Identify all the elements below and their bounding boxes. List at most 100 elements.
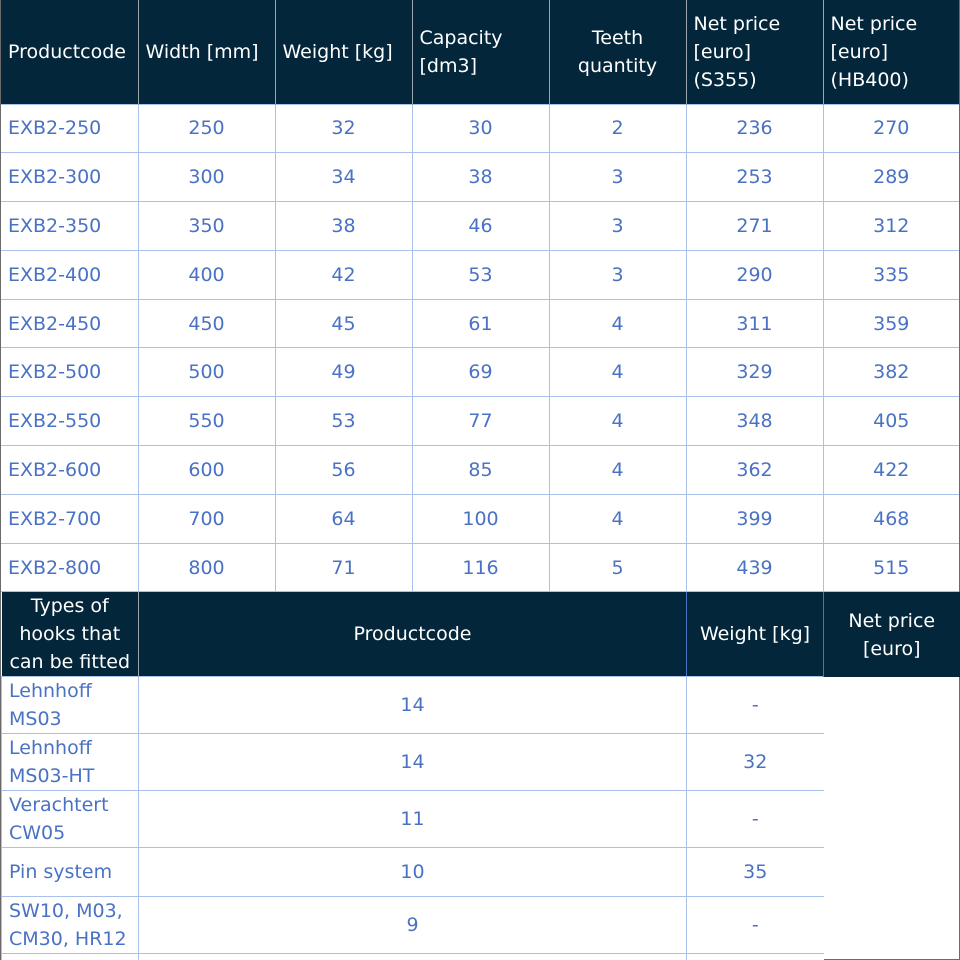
cell-net-price-s355: 311 (685, 298, 824, 349)
buckets-header-row: Productcode Width [mm] Weight [kg] Capac… (1, 0, 959, 104)
cell-productcode: EXB2-450 (1, 298, 139, 349)
cell-capacity: 100 (411, 493, 550, 544)
cell-weight: 38 (274, 201, 413, 251)
table-row: Without attachment--70 (1, 953, 960, 960)
table-row: EXB2-500 500 49 69 4 329 382 (1, 347, 959, 398)
cell-net-price-hb400: 422 (822, 445, 959, 495)
cell-teeth-quantity: 4 (548, 347, 687, 398)
cell-hook-productcode: Lehnhoff MS03-HT (1, 733, 139, 792)
table-row: SW10, M03, CM30, HR12 9- (1, 896, 960, 955)
table-row: Lehnhoff MS03 14- (1, 676, 960, 735)
cell-weight: 56 (274, 445, 413, 495)
table-row: Lehnhoff MS03-HT 14 32 (1, 733, 960, 792)
cell-net-price-hb400: 405 (822, 396, 959, 447)
cell-teeth-quantity: 5 (548, 542, 687, 593)
cell-net-price-s355: 348 (685, 396, 824, 447)
cell-hook-productcode: Pin system (1, 847, 139, 898)
cell-width: 250 (137, 103, 276, 154)
hooks-header-net-price: Net price [euro] (823, 592, 960, 677)
cell-net-price-hb400: 312 (822, 201, 959, 251)
table-row: EXB2-250 250 32 30 2 236 270 (1, 103, 959, 154)
header-width: Width [mm] (137, 0, 275, 104)
cell-productcode: EXB2-700 (1, 493, 139, 544)
cell-net-price-s355: 236 (685, 103, 824, 154)
cell-width: 550 (137, 396, 276, 447)
hooks-header-row: Types of hooks that can be fitted Produc… (1, 592, 960, 678)
cell-net-price-hb400: 289 (822, 152, 959, 203)
cell-weight: 71 (274, 542, 413, 593)
cell-net-price-hb400: 359 (822, 298, 959, 349)
cell-width: 350 (137, 201, 276, 251)
cell-capacity: 85 (411, 445, 550, 495)
header-weight: Weight [kg] (274, 0, 412, 104)
cell-productcode: EXB2-550 (1, 396, 139, 447)
cell-hook-weight: - (138, 953, 687, 960)
cell-weight: 53 (274, 396, 413, 447)
table-row: EXB2-400 400 42 53 3 290 335 (1, 249, 959, 300)
table-row: EXB2-600 600 56 85 4 362 422 (1, 445, 959, 495)
cell-hook-weight: 14 (138, 676, 687, 735)
cell-hook-net-price: -70 (686, 953, 824, 960)
cell-width: 400 (137, 249, 276, 300)
cell-hook-net-price: 32 (686, 733, 824, 792)
cell-net-price-s355: 271 (685, 201, 824, 251)
cell-net-price-hb400: 382 (822, 347, 959, 398)
cell-net-price-s355: 439 (685, 542, 824, 593)
cell-teeth-quantity: 4 (548, 493, 687, 544)
table-row: Verachtert CW05 11- (1, 790, 960, 849)
cell-weight: 45 (274, 298, 413, 349)
cell-teeth-quantity: 3 (548, 152, 687, 203)
cell-width: 700 (137, 493, 276, 544)
cell-hook-weight: 9 (138, 896, 687, 955)
cell-net-price-s355: 290 (685, 249, 824, 300)
cell-width: 500 (137, 347, 276, 398)
table-row: EXB2-300 300 34 38 3 253 289 (1, 152, 959, 203)
table-row: EXB2-700 700 64 100 4 399 468 (1, 493, 959, 544)
cell-teeth-quantity: 3 (548, 249, 687, 300)
cell-net-price-hb400: 270 (822, 103, 959, 154)
cell-teeth-quantity: 4 (548, 298, 687, 349)
cell-weight: 42 (274, 249, 413, 300)
cell-teeth-quantity: 4 (548, 445, 687, 495)
cell-capacity: 46 (411, 201, 550, 251)
table-row: EXB2-800 800 71 116 5 439 515 (1, 542, 959, 593)
cell-productcode: EXB2-300 (1, 152, 139, 203)
cell-net-price-hb400: 335 (822, 249, 959, 300)
cell-capacity: 53 (411, 249, 550, 300)
hooks-header-productcode: Productcode (138, 592, 687, 678)
cell-teeth-quantity: 4 (548, 396, 687, 447)
cell-capacity: 116 (411, 542, 550, 593)
hooks-header-weight: Weight [kg] (686, 592, 824, 677)
cell-capacity: 61 (411, 298, 550, 349)
cell-net-price-s355: 399 (685, 493, 824, 544)
cell-hook-productcode: SW10, M03, CM30, HR12 (1, 896, 139, 955)
cell-hook-weight: 10 (138, 847, 687, 898)
cell-net-price-s355: 362 (685, 445, 824, 495)
cell-net-price-hb400: 468 (822, 493, 959, 544)
cell-hook-net-price: 35 (686, 847, 824, 898)
cell-productcode: EXB2-350 (1, 201, 139, 251)
cell-teeth-quantity: 3 (548, 201, 687, 251)
header-net-price-hb400: Net price [euro] (HB400) (822, 0, 959, 104)
cell-weight: 34 (274, 152, 413, 203)
cell-width: 450 (137, 298, 276, 349)
cell-width: 600 (137, 445, 276, 495)
cell-hook-weight: 14 (138, 733, 687, 792)
table-row: EXB2-450 450 45 61 4 311 359 (1, 298, 959, 349)
header-teeth-quantity: Teeth quantity (548, 0, 686, 104)
cell-hook-productcode: Verachtert CW05 (1, 790, 139, 849)
cell-productcode: EXB2-500 (1, 347, 139, 398)
cell-weight: 32 (274, 103, 413, 154)
cell-weight: 64 (274, 493, 413, 544)
table-row: Pin system 10 35 (1, 847, 960, 898)
cell-productcode: EXB2-600 (1, 445, 139, 495)
cell-capacity: 30 (411, 103, 550, 154)
cell-capacity: 38 (411, 152, 550, 203)
cell-net-price-s355: 253 (685, 152, 824, 203)
cell-width: 800 (137, 542, 276, 593)
cell-capacity: 69 (411, 347, 550, 398)
cell-hook-net-price: - (686, 676, 824, 735)
table-row: EXB2-350 350 38 46 3 271 312 (1, 201, 959, 251)
cell-hook-productcode: Lehnhoff MS03 (1, 676, 139, 735)
